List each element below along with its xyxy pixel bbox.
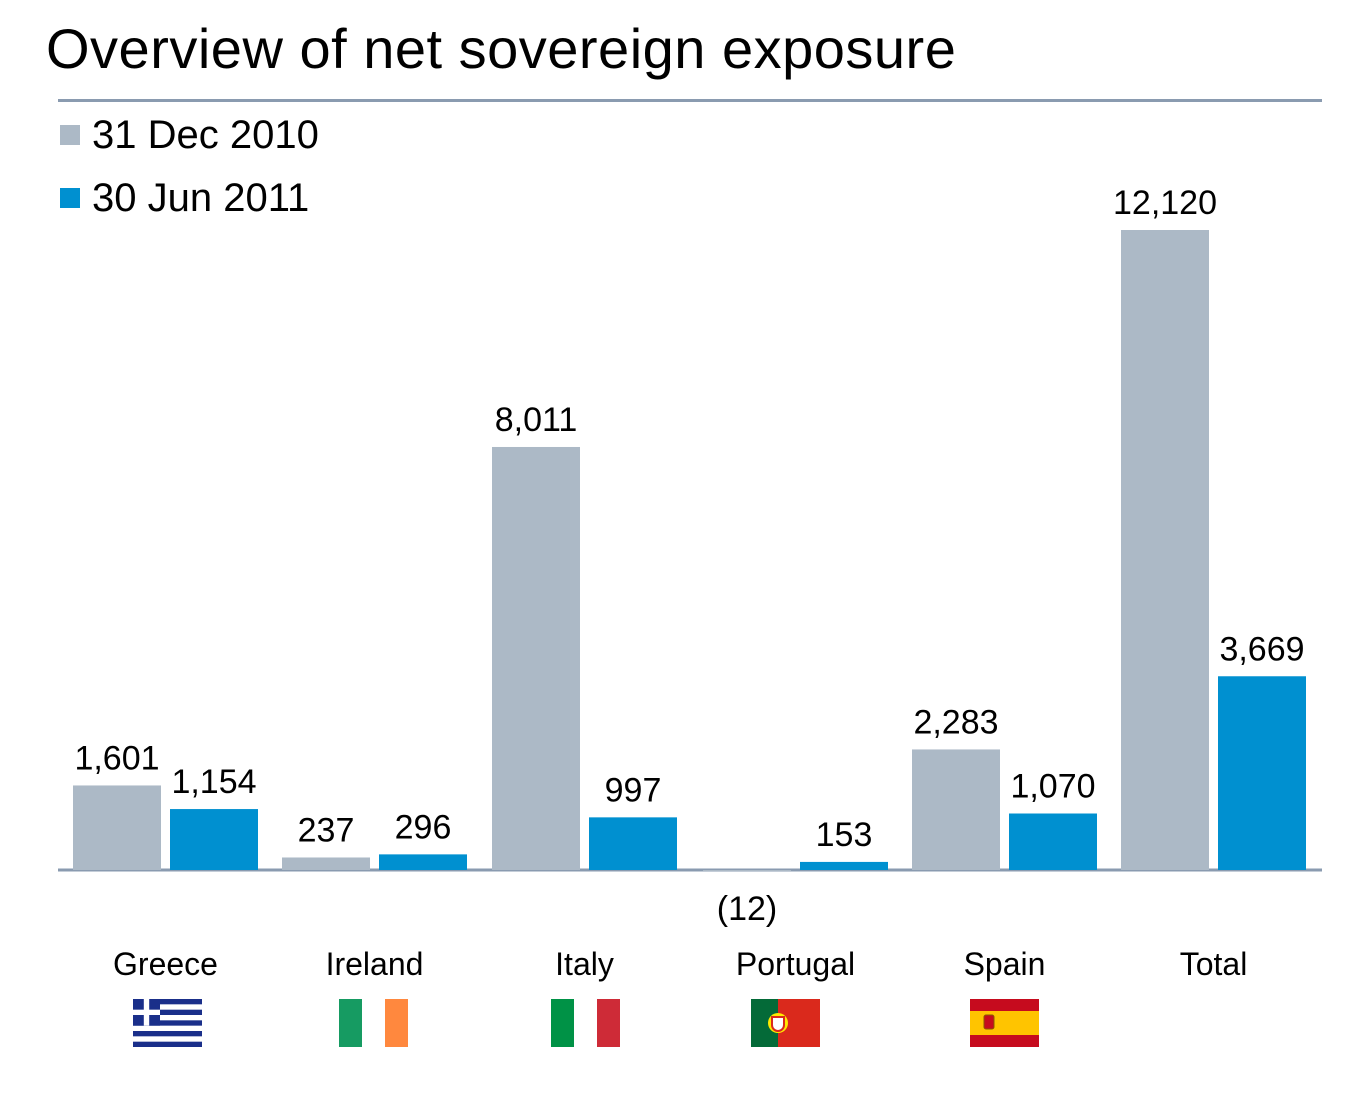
bar-total-series-1 — [1121, 230, 1209, 870]
bar-italy-series-1 — [492, 446, 580, 870]
data-label-portugal-series-1: (12) — [717, 890, 777, 928]
data-label-italy-series-2: 997 — [605, 771, 662, 809]
category-label-italy: Italy — [555, 946, 614, 982]
legend-item-dec-2010: 31 Dec 2010 — [60, 113, 319, 157]
legend-swatch-dec-2010 — [60, 125, 80, 145]
data-label-total-series-2: 3,669 — [1219, 630, 1304, 668]
italy-flag — [551, 999, 620, 1047]
chart-title: Overview of net sovereign exposure — [46, 17, 957, 80]
bar-greece-series-2 — [170, 809, 258, 870]
title-divider — [58, 99, 1322, 102]
ireland-flag — [339, 999, 408, 1047]
portugal-flag — [751, 999, 820, 1047]
bar-italy-series-2 — [589, 817, 677, 870]
bar-spain-series-2 — [1009, 813, 1097, 870]
category-label-portugal: Portugal — [736, 946, 855, 982]
data-label-greece-series-1: 1,601 — [74, 739, 159, 777]
legend-label-jun-2011: 30 Jun 2011 — [92, 175, 310, 220]
data-label-italy-series-1: 8,011 — [495, 401, 578, 439]
bar-portugal-series-2 — [800, 861, 888, 870]
data-label-greece-series-2: 1,154 — [171, 763, 256, 801]
greece-flag — [133, 999, 202, 1047]
category-label-total: Total — [1180, 946, 1248, 982]
legend-item-jun-2011: 30 Jun 2011 — [60, 176, 309, 220]
data-label-total-series-1: 12,120 — [1113, 184, 1217, 222]
legend-label-dec-2010: 31 Dec 2010 — [92, 112, 319, 157]
bar-total-series-2 — [1218, 676, 1306, 870]
bar-spain-series-1 — [912, 749, 1000, 870]
category-label-ireland: Ireland — [326, 946, 424, 982]
category-label-greece: Greece — [113, 946, 218, 982]
data-label-portugal-series-2: 153 — [816, 816, 873, 854]
bar-portugal-series-1 — [703, 870, 791, 871]
data-label-ireland-series-2: 296 — [395, 808, 452, 846]
bar-ireland-series-2 — [379, 854, 467, 870]
data-label-ireland-series-1: 237 — [298, 811, 355, 849]
bar-greece-series-1 — [73, 785, 161, 870]
category-label-spain: Spain — [964, 946, 1046, 982]
spain-flag — [970, 999, 1039, 1047]
data-label-spain-series-1: 2,283 — [913, 703, 998, 741]
legend-swatch-jun-2011 — [60, 188, 80, 208]
bar-ireland-series-1 — [282, 857, 370, 870]
data-label-spain-series-2: 1,070 — [1010, 767, 1095, 805]
